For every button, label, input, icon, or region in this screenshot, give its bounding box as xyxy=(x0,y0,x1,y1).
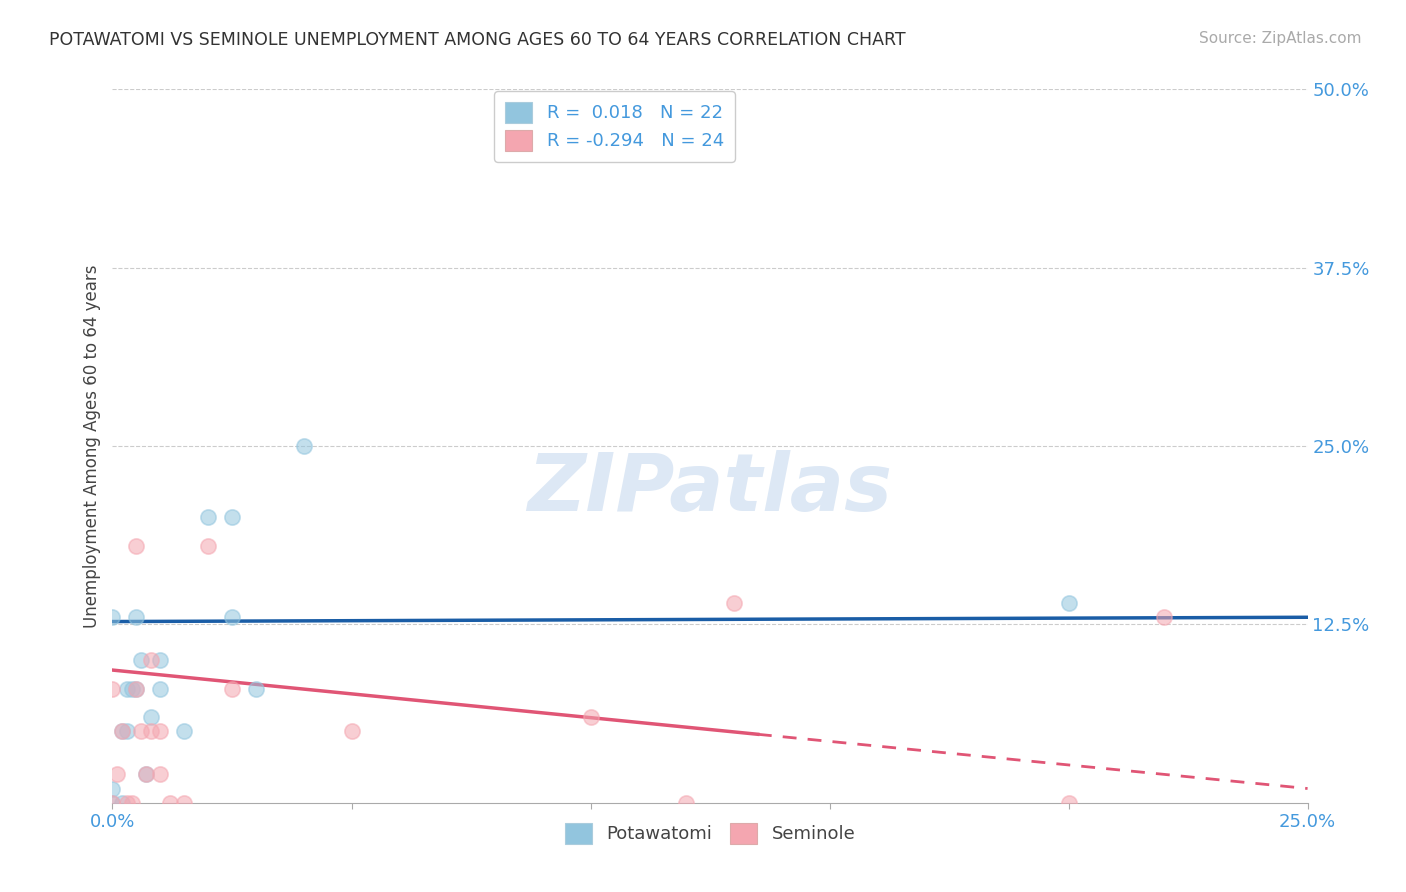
Point xyxy=(292,439,315,453)
Point xyxy=(111,724,134,739)
Point xyxy=(101,796,124,810)
Point xyxy=(340,724,363,739)
Point xyxy=(125,610,148,624)
Point xyxy=(159,796,181,810)
Point xyxy=(129,653,152,667)
Point xyxy=(125,539,148,553)
Text: ZIPatlas: ZIPatlas xyxy=(527,450,893,528)
Point xyxy=(139,710,162,724)
Point xyxy=(245,681,267,696)
Point xyxy=(135,767,157,781)
Text: Source: ZipAtlas.com: Source: ZipAtlas.com xyxy=(1198,31,1361,46)
Point xyxy=(1057,596,1080,610)
Point xyxy=(101,796,124,810)
Point xyxy=(579,710,602,724)
Point xyxy=(675,796,697,810)
Y-axis label: Unemployment Among Ages 60 to 64 years: Unemployment Among Ages 60 to 64 years xyxy=(83,264,101,628)
Point xyxy=(111,796,134,810)
Point xyxy=(115,681,138,696)
Point xyxy=(139,653,162,667)
Point xyxy=(173,724,195,739)
Point xyxy=(197,539,219,553)
Point xyxy=(125,681,148,696)
Point xyxy=(1057,796,1080,810)
Point xyxy=(723,596,745,610)
Point xyxy=(197,510,219,524)
Point xyxy=(1153,610,1175,624)
Point xyxy=(111,724,134,739)
Point xyxy=(221,681,243,696)
Point xyxy=(129,724,152,739)
Point xyxy=(149,724,172,739)
Point xyxy=(101,781,124,796)
Point xyxy=(115,796,138,810)
Point xyxy=(121,796,143,810)
Point xyxy=(115,724,138,739)
Point xyxy=(125,681,148,696)
Point xyxy=(221,610,243,624)
Point xyxy=(101,681,124,696)
Point xyxy=(101,610,124,624)
Point xyxy=(149,767,172,781)
Point xyxy=(173,796,195,810)
Legend: Potawatomi, Seminole: Potawatomi, Seminole xyxy=(557,815,863,851)
Point xyxy=(105,767,128,781)
Point xyxy=(221,510,243,524)
Point xyxy=(121,681,143,696)
Point xyxy=(149,681,172,696)
Point xyxy=(135,767,157,781)
Point xyxy=(139,724,162,739)
Point xyxy=(149,653,172,667)
Text: POTAWATOMI VS SEMINOLE UNEMPLOYMENT AMONG AGES 60 TO 64 YEARS CORRELATION CHART: POTAWATOMI VS SEMINOLE UNEMPLOYMENT AMON… xyxy=(49,31,905,49)
